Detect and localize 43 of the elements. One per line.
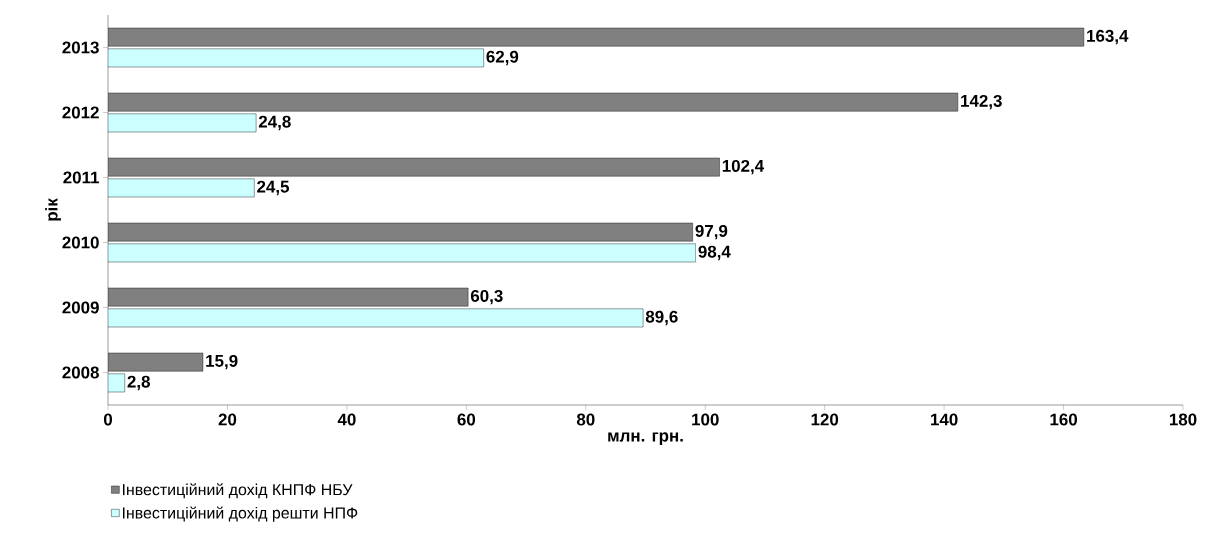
x-tick-label: 20 <box>218 413 237 426</box>
data-label: 24,5 <box>257 180 290 196</box>
bar <box>108 222 693 242</box>
data-label: 24,8 <box>258 115 291 131</box>
bar <box>108 243 696 263</box>
data-label: 15,9 <box>206 354 238 370</box>
y-tick-label: 2012 <box>62 106 99 119</box>
data-label: 60,3 <box>470 289 503 305</box>
data-label: 2,8 <box>127 375 150 391</box>
bar <box>108 287 469 307</box>
x-tick-label: 100 <box>692 413 719 426</box>
y-tick-label: 2011 <box>63 171 100 184</box>
y-tick-label: 2013 <box>62 41 99 54</box>
x-tick-label: 0 <box>103 413 113 426</box>
bar <box>108 178 255 198</box>
bar <box>108 48 484 68</box>
legend-label: Інвестиційний дохід решти НПФ <box>122 506 358 522</box>
x-axis-title: млн. грн. <box>608 432 683 446</box>
bar <box>108 113 257 133</box>
x-tick-label: 60 <box>457 413 476 426</box>
x-tick-label: 120 <box>811 413 839 426</box>
y-tick-label: 2009 <box>62 301 99 314</box>
x-tick-label: 160 <box>1050 413 1077 426</box>
data-label: 102,4 <box>722 159 765 175</box>
data-label: 89,6 <box>645 310 678 326</box>
data-label: 142,3 <box>961 94 1002 110</box>
bar <box>108 92 959 112</box>
legend-label: Інвестиційний дохід КНПФ НБУ <box>122 483 353 499</box>
x-tick-label: 180 <box>1169 413 1197 426</box>
bar <box>108 352 204 372</box>
bar <box>108 27 1085 47</box>
bar <box>108 157 720 177</box>
x-tick-label: 80 <box>576 413 595 426</box>
data-label: 97,9 <box>695 224 728 240</box>
data-label: 62,9 <box>486 50 519 66</box>
data-label: 98,4 <box>698 245 731 261</box>
bar <box>108 308 644 328</box>
y-tick-label: 2010 <box>62 236 99 249</box>
y-tick-label: 2008 <box>62 366 99 379</box>
y-axis-title: рік <box>45 198 61 221</box>
data-label: 163,4 <box>1087 29 1129 45</box>
x-tick-label: 140 <box>931 413 958 426</box>
x-tick-label: 40 <box>337 413 356 426</box>
